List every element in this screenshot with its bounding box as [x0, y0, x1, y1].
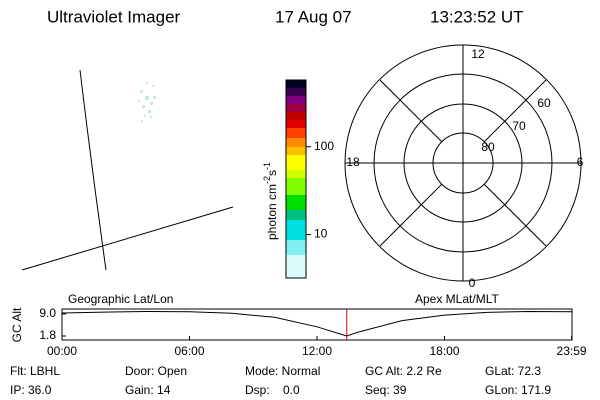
title: Ultraviolet Imager [47, 7, 181, 26]
mlt-label: 18 [346, 155, 360, 169]
colorbar-tick-label: 10 [314, 227, 328, 241]
lat-label: 60 [537, 96, 551, 110]
plot-label: Apex MLat/MLT [415, 292, 499, 306]
info-item: GC Alt: 2.2 Re [365, 364, 442, 378]
x-tick-label: 23:59 [557, 344, 587, 358]
x-tick-label: 06:00 [174, 344, 204, 358]
colorbar-tick-label: 100 [314, 139, 334, 153]
plot-label: Geographic Lat/Lon [68, 292, 173, 306]
time: 13:23:52 UT [430, 7, 524, 26]
info-item: GLon: 171.9 [485, 383, 551, 397]
info: Flt: LBHL Door: Open Mode: Normal GC Alt… [10, 364, 551, 397]
boundary [79, 69, 107, 271]
info-item: IP: 36.0 [10, 383, 52, 397]
lat-label: 70 [512, 119, 526, 133]
info-item: GLat: 72.3 [485, 364, 541, 378]
image-panel [21, 69, 234, 271]
date: 17 Aug 07 [275, 7, 352, 26]
info-item: Seq: 39 [365, 383, 407, 397]
mlt-label: 0 [469, 276, 476, 290]
lat-label: 80 [481, 140, 495, 154]
mlt-label: 6 [577, 155, 584, 169]
info-item: Dsp: 0.0 [245, 383, 300, 397]
info-item: Gain: 14 [125, 383, 171, 397]
info-item: Flt: LBHL [10, 364, 60, 378]
polar-grid: 12 0 18 6 80 70 60 [344, 44, 584, 290]
boundary [21, 206, 234, 271]
y-tick-label: 9.0 [39, 306, 56, 320]
x-tick-label: 12:00 [302, 344, 332, 358]
aurora-speckle [138, 82, 156, 122]
y-tick-label: 1.8 [39, 328, 56, 342]
x-tick-label: 00:00 [47, 344, 77, 358]
y-axis-label: GC Alt [10, 307, 24, 342]
mlt-label: 12 [471, 47, 485, 61]
altitude-line [61, 310, 573, 337]
info-item: Door: Open [125, 364, 187, 378]
info-item: Mode: Normal [245, 364, 320, 378]
x-tick-label: 18:00 [429, 344, 459, 358]
colorbar: photon cm-2s-1 [262, 79, 307, 279]
colorbar-label: photon cm-2s-1 [262, 162, 279, 240]
plot-frame [61, 308, 573, 341]
